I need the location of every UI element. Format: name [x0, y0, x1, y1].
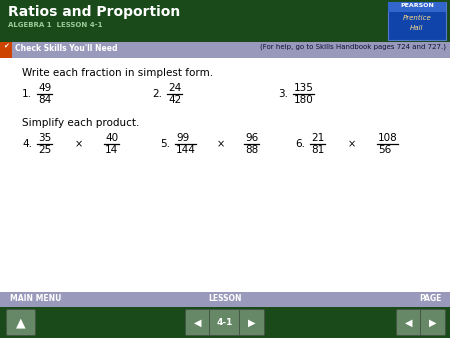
Text: 6.: 6.	[295, 139, 305, 149]
Text: ▶: ▶	[429, 317, 437, 328]
Text: LESSON: LESSON	[208, 294, 242, 303]
Text: 108: 108	[378, 133, 398, 143]
Text: 81: 81	[311, 145, 324, 155]
FancyBboxPatch shape	[210, 310, 240, 336]
Text: ◀: ◀	[194, 317, 202, 328]
Text: ×: ×	[74, 139, 82, 149]
Bar	[0, 292, 450, 307]
Text: ALGEBRA 1  LESSON 4-1: ALGEBRA 1 LESSON 4-1	[8, 22, 103, 28]
Text: 25: 25	[38, 145, 51, 155]
FancyBboxPatch shape	[396, 310, 422, 336]
Bar	[0, 42, 450, 58]
Bar	[0, 307, 450, 338]
Text: Hall: Hall	[410, 25, 424, 31]
Text: 2.: 2.	[152, 89, 162, 99]
Text: 42: 42	[168, 95, 181, 105]
Text: 84: 84	[38, 95, 51, 105]
Text: 144: 144	[176, 145, 196, 155]
Text: 135: 135	[294, 83, 314, 93]
FancyBboxPatch shape	[185, 310, 211, 336]
Text: ▶: ▶	[248, 317, 256, 328]
Text: MAIN MENU: MAIN MENU	[10, 294, 61, 303]
Text: 96: 96	[245, 133, 258, 143]
FancyBboxPatch shape	[239, 310, 265, 336]
Text: 49: 49	[38, 83, 51, 93]
Text: 5.: 5.	[160, 139, 170, 149]
Text: 4.: 4.	[22, 139, 32, 149]
Text: PAGE: PAGE	[419, 294, 442, 303]
Text: Write each fraction in simplest form.: Write each fraction in simplest form.	[22, 68, 213, 78]
Text: ×: ×	[347, 139, 356, 149]
Text: 35: 35	[38, 133, 51, 143]
Text: Prentice: Prentice	[403, 15, 432, 21]
Bar	[0, 0, 450, 42]
Text: 180: 180	[294, 95, 314, 105]
Text: 3.: 3.	[278, 89, 288, 99]
Text: (For help, go to Skills Handbook pages 724 and 727.): (For help, go to Skills Handbook pages 7…	[260, 44, 446, 50]
Text: 24: 24	[168, 83, 181, 93]
Text: 1.: 1.	[22, 89, 32, 99]
FancyBboxPatch shape	[420, 310, 446, 336]
Text: 40: 40	[105, 133, 118, 143]
Text: Check Skills You'll Need: Check Skills You'll Need	[15, 44, 117, 53]
Text: 99: 99	[176, 133, 189, 143]
Bar	[0, 42, 12, 58]
Text: 56: 56	[378, 145, 391, 155]
Text: 14: 14	[105, 145, 118, 155]
Bar	[388, 2, 446, 12]
Text: Simplify each product.: Simplify each product.	[22, 118, 140, 128]
FancyBboxPatch shape	[6, 310, 36, 336]
Text: ▲: ▲	[16, 316, 26, 329]
Text: 88: 88	[245, 145, 258, 155]
Bar	[388, 2, 446, 40]
Text: PEARSON: PEARSON	[400, 3, 434, 8]
Text: ×: ×	[216, 139, 224, 149]
Text: ◀: ◀	[405, 317, 413, 328]
Text: Ratios and Proportion: Ratios and Proportion	[8, 5, 180, 19]
Text: 21: 21	[311, 133, 324, 143]
Text: 4-1: 4-1	[217, 318, 233, 327]
Text: ✔: ✔	[3, 43, 9, 49]
